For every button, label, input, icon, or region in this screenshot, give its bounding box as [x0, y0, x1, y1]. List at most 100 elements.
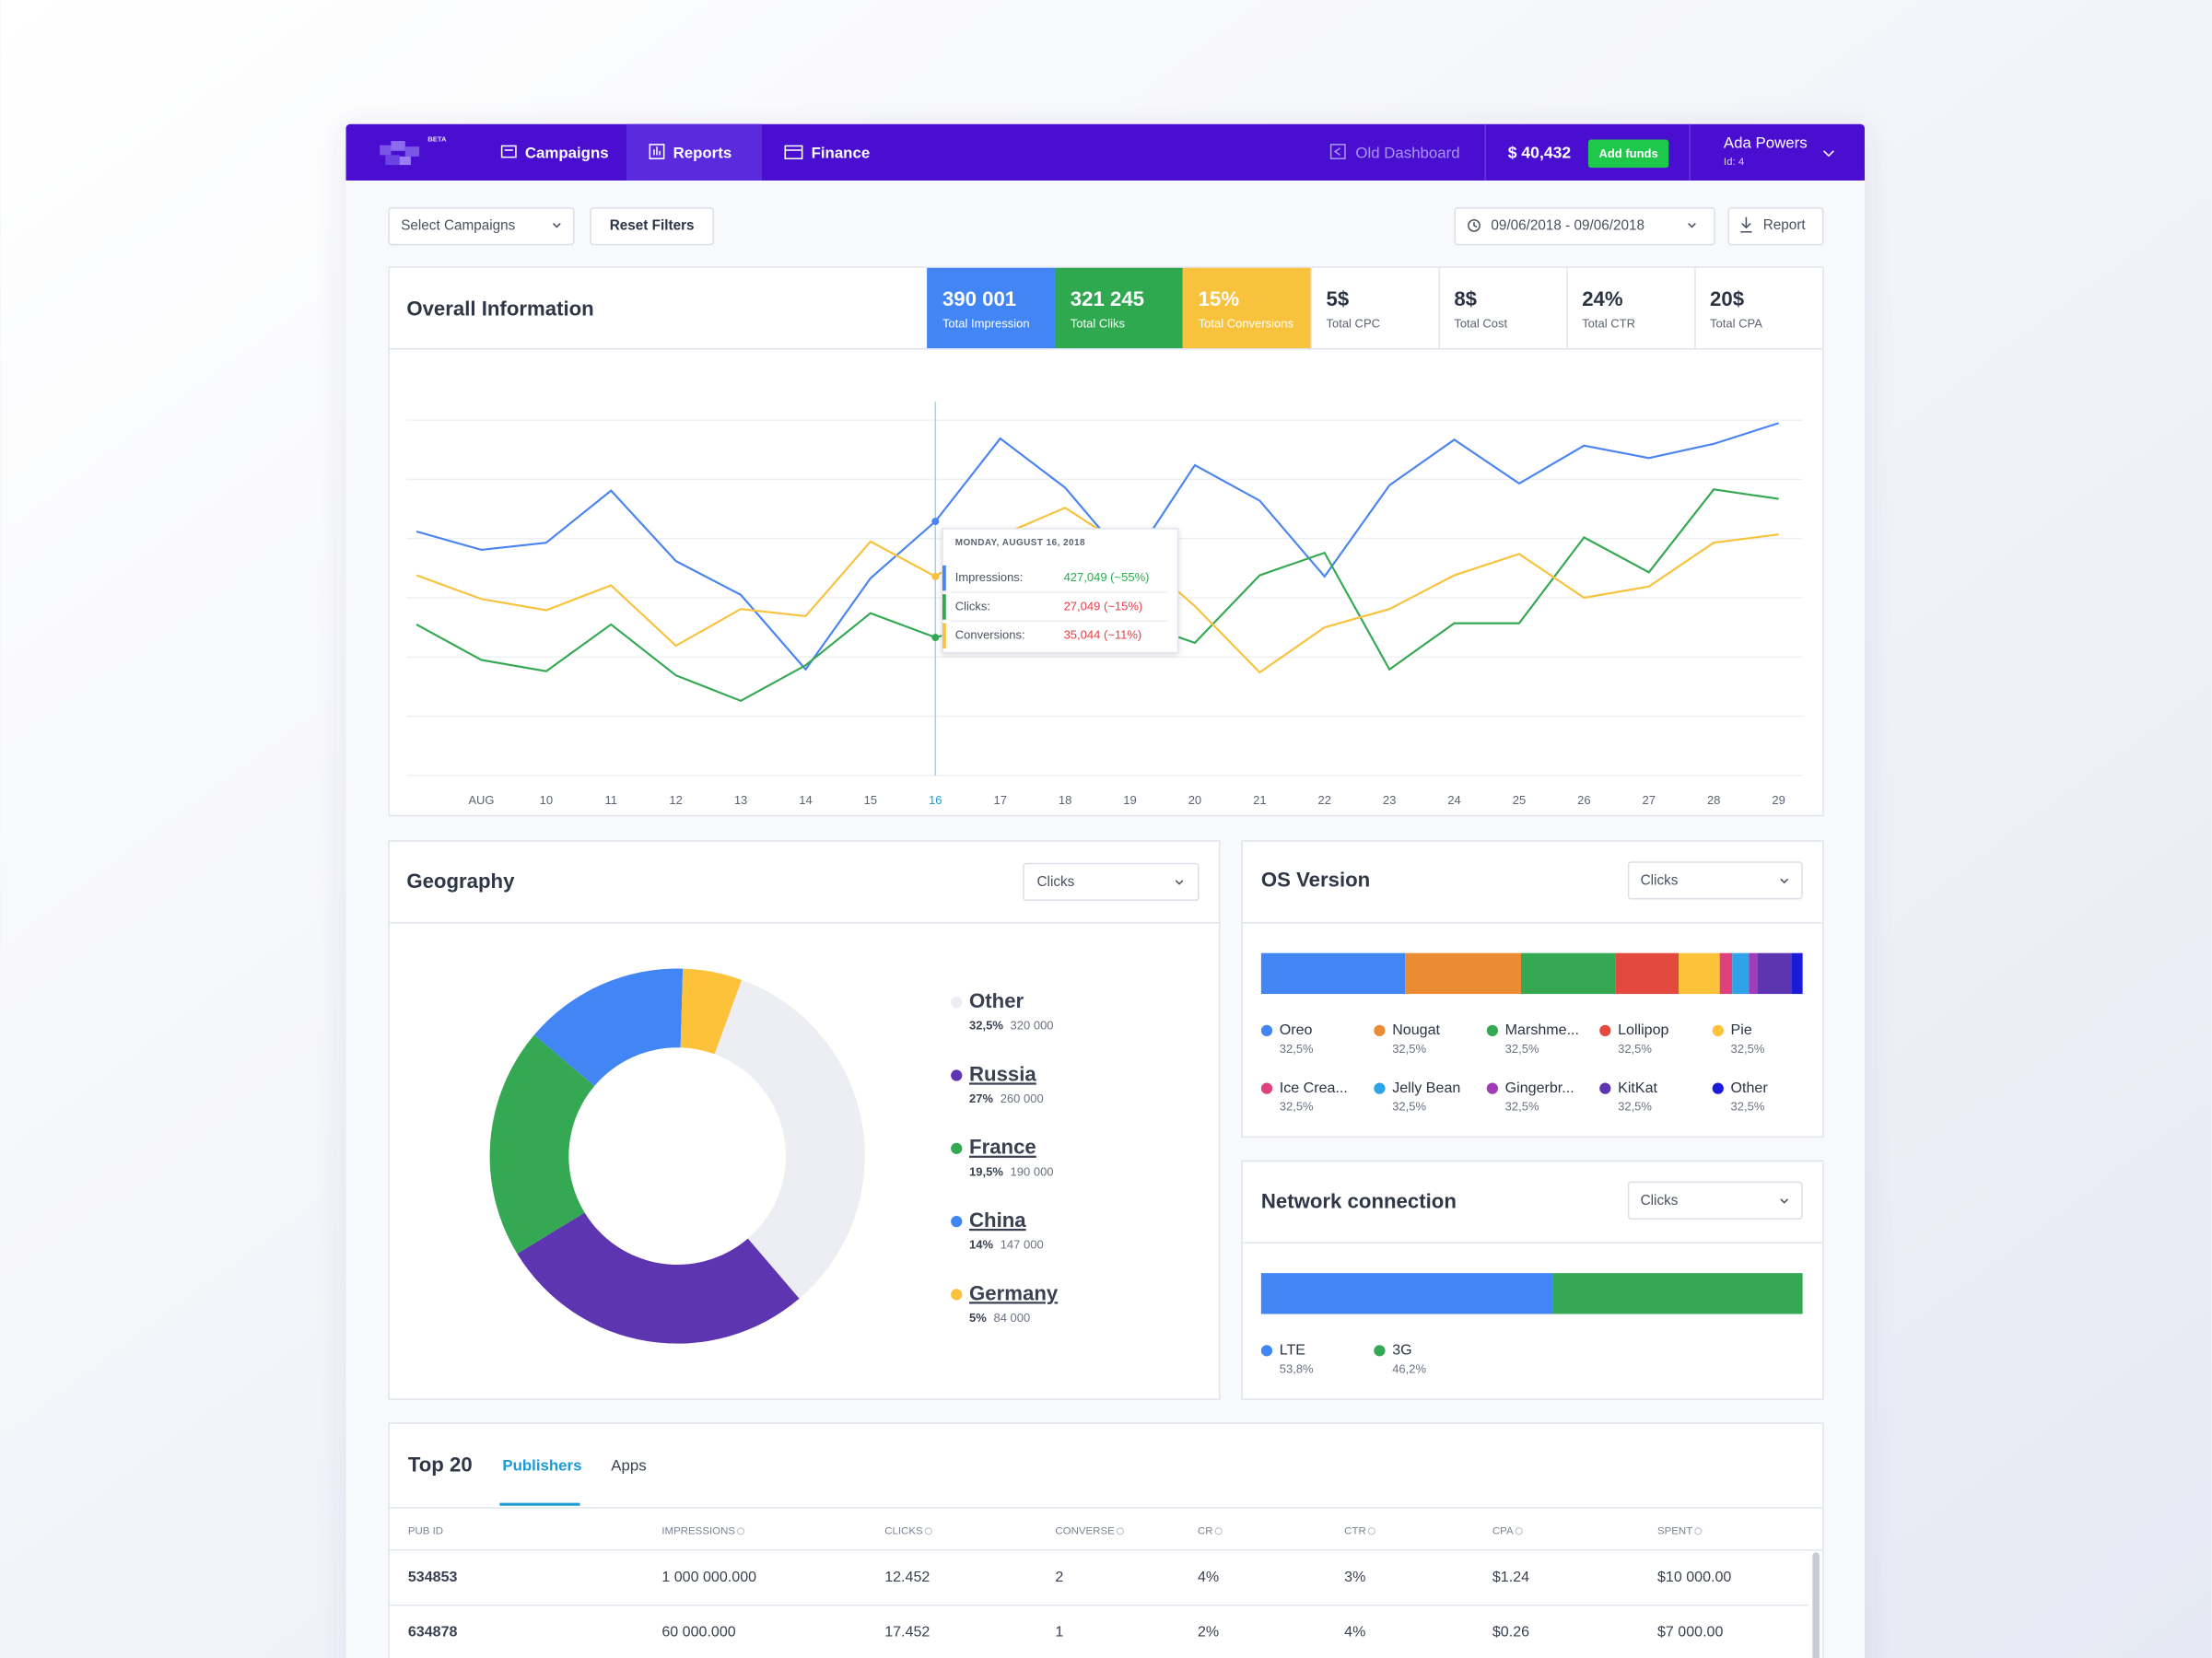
stat-value: 5$	[1326, 287, 1349, 310]
legend-share: 5%	[969, 1311, 987, 1325]
balance: $ 40,432	[1508, 143, 1572, 161]
metric-select-box[interactable]	[1627, 861, 1803, 900]
nav-item[interactable]: Campaigns	[525, 144, 609, 161]
metric-select[interactable]: Clicks	[1037, 874, 1075, 890]
date-range[interactable]: 09/06/2018 - 09/06/2018	[1491, 218, 1644, 234]
user-id: Id: 4	[1724, 157, 1745, 168]
sort-icon	[1515, 1527, 1523, 1535]
legend-share: 32,5%	[1280, 1100, 1314, 1114]
column-header[interactable]: CR	[1198, 1525, 1213, 1536]
x-tick-label: 26	[1577, 793, 1590, 807]
legend-name: Ice Crea...	[1280, 1080, 1348, 1096]
metric-select-box[interactable]	[1023, 862, 1200, 902]
tooltip-row-marker	[942, 594, 946, 620]
table-cell: 60 000.000	[661, 1624, 735, 1640]
report-button[interactable]: Report	[1763, 217, 1807, 233]
table-cell: $10 000.00	[1657, 1569, 1731, 1585]
legend-name: Lollipop	[1618, 1022, 1668, 1038]
add-funds-bg[interactable]	[1587, 139, 1669, 169]
tab[interactable]: Publishers	[502, 1456, 581, 1474]
card-title: Overall Information	[406, 298, 593, 321]
legend-dot	[1486, 1082, 1499, 1094]
report-box[interactable]	[1727, 207, 1824, 246]
legend-name[interactable]: China	[969, 1208, 1026, 1232]
add-funds-button[interactable]: Add funds	[1598, 146, 1657, 160]
metric-select-box[interactable]	[1627, 1181, 1803, 1220]
legend-amount: 147 000	[1001, 1238, 1044, 1252]
nav-item[interactable]: Reports	[673, 144, 732, 161]
donut-segment	[489, 1034, 595, 1255]
campaign-select[interactable]: Select Campaigns	[401, 218, 515, 234]
x-tick-label: AUG	[468, 793, 494, 807]
tooltip	[942, 528, 1179, 654]
user-name[interactable]: Ada Powers	[1724, 134, 1808, 152]
nav-item[interactable]: Finance	[812, 144, 871, 161]
x-tick-label: 21	[1253, 793, 1266, 807]
stat-cell	[1054, 267, 1183, 349]
old-dashboard-link[interactable]: Old Dashboard	[1355, 144, 1459, 161]
tooltip-row-marker	[942, 565, 946, 591]
table-cell: 1 000 000.000	[661, 1569, 756, 1585]
metric-select[interactable]: Clicks	[1641, 873, 1679, 889]
sort-icon	[737, 1527, 745, 1535]
column-header[interactable]: CPA	[1492, 1525, 1514, 1536]
legend-name[interactable]: Russia	[969, 1062, 1036, 1085]
legend-share: 32,5%	[1618, 1100, 1652, 1114]
x-tick-label: 25	[1513, 793, 1526, 807]
card-title: OS Version	[1261, 868, 1370, 891]
table-cell: 2	[1055, 1569, 1063, 1585]
legend-share: 53,8%	[1280, 1361, 1314, 1375]
x-tick-label: 24	[1447, 793, 1460, 807]
x-tick-label: 28	[1707, 793, 1720, 807]
scrollbar[interactable]	[1812, 1552, 1820, 1658]
donut-segment	[533, 968, 684, 1086]
date-range-box[interactable]	[1454, 207, 1715, 246]
reset-filters-box[interactable]	[590, 207, 714, 246]
legend-share: 19,5%	[969, 1164, 1003, 1178]
column-header[interactable]: CTR	[1344, 1525, 1366, 1536]
column-header[interactable]: IMPRESSIONS	[661, 1525, 735, 1536]
bar-segment	[1260, 1273, 1553, 1314]
stat-label: Total Impression	[942, 316, 1030, 330]
stat-value: 8$	[1454, 287, 1477, 310]
legend-name: Other	[1731, 1080, 1769, 1096]
legend-dot	[951, 1289, 963, 1301]
legend-name[interactable]: France	[969, 1136, 1036, 1159]
table-cell: 4%	[1198, 1569, 1219, 1585]
legend-name[interactable]: Germany	[969, 1281, 1059, 1304]
column-header[interactable]: CONVERSE	[1055, 1525, 1115, 1536]
stat-label: Total Cliks	[1071, 316, 1126, 330]
x-tick-label: 27	[1643, 793, 1656, 807]
hover-point	[931, 572, 940, 580]
card-title: Top 20	[408, 1454, 473, 1477]
stat-label: Total Conversions	[1199, 316, 1294, 330]
reset-filters-button[interactable]: Reset Filters	[610, 218, 695, 234]
legend-share: 32,5%	[1392, 1042, 1426, 1056]
tooltip-value: 35,044 (~11%)	[1064, 628, 1142, 642]
table-cell: $0.26	[1492, 1624, 1529, 1640]
nav-icons	[500, 144, 1834, 159]
table-cell: 3%	[1344, 1569, 1365, 1585]
table-cell: 634878	[408, 1624, 458, 1640]
x-tick-label: 10	[540, 793, 553, 807]
tooltip-value: 427,049 (~55%)	[1064, 570, 1150, 584]
legend-name: Other	[969, 989, 1024, 1012]
table-cell: 534853	[408, 1569, 458, 1585]
legend-share: 32,5%	[1618, 1042, 1652, 1056]
legend-share: 32,5%	[1505, 1042, 1539, 1056]
legend-name: LTE	[1280, 1342, 1306, 1359]
bar-segment	[1719, 952, 1733, 995]
legend-dot	[1374, 1082, 1386, 1094]
toolbar-icons	[552, 216, 1752, 233]
column-header[interactable]: CLICKS	[884, 1525, 923, 1536]
tab[interactable]: Apps	[611, 1456, 646, 1474]
column-header[interactable]: SPENT	[1657, 1525, 1692, 1536]
legend-dot	[1260, 1024, 1273, 1036]
tooltip-value: 27,049 (~15%)	[1064, 599, 1143, 613]
metric-select[interactable]: Clicks	[1641, 1193, 1679, 1208]
bar-segment	[1749, 952, 1758, 995]
table-cell: 12.452	[884, 1569, 930, 1585]
campaign-select-box[interactable]	[388, 207, 575, 246]
table-cell: $7 000.00	[1657, 1624, 1724, 1640]
table-cell: 4%	[1344, 1624, 1365, 1640]
